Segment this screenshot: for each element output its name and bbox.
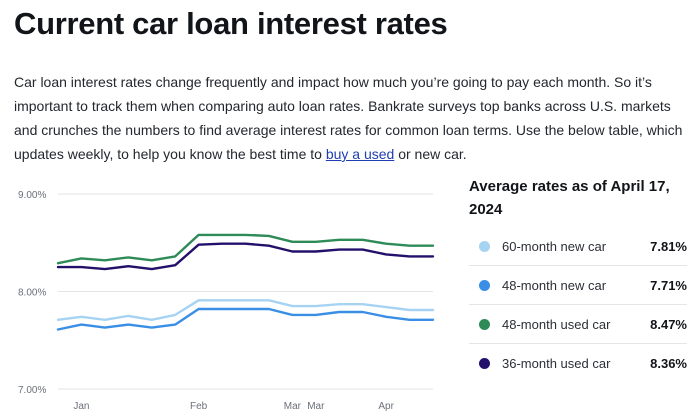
series-line-3 <box>56 233 435 265</box>
legend-list: 60-month new car 7.81% 48-month new car 7.7… <box>469 227 687 382</box>
legend-label: 48-month new car <box>502 277 607 293</box>
buy-used-link[interactable]: buy a used <box>325 146 395 162</box>
legend-title: Average rates as of April 17, 2024 <box>469 178 670 218</box>
legend-swatch-icon <box>479 357 490 369</box>
x-tick-label: Apr <box>378 401 394 412</box>
legend-value: 8.47% <box>650 316 687 332</box>
x-tick-label: Mar <box>307 401 325 412</box>
legend-value: 7.81% <box>650 238 687 254</box>
x-tick-label: Feb <box>190 401 208 412</box>
y-tick-label: 8.00% <box>18 288 46 299</box>
rates-line-chart: 7.00% 8.00% 9.00% Jan Feb Mar Mar Apr <box>0 170 440 420</box>
legend-label: 48-month used car <box>502 316 611 332</box>
series-line-4 <box>56 242 435 271</box>
legend-label: 60-month new car <box>502 238 607 254</box>
series-line-1 <box>56 299 435 322</box>
series-line-2 <box>56 307 435 331</box>
intro-text-end: or new car. <box>394 146 467 162</box>
page-title: Current car loan interest rates <box>14 6 448 41</box>
legend-swatch-icon <box>479 279 490 291</box>
series-lines <box>56 233 435 331</box>
y-tick-label: 7.00% <box>18 385 46 396</box>
y-axis: 7.00% 8.00% 9.00% <box>18 190 46 396</box>
x-axis: Jan Feb Mar Mar Apr <box>73 401 394 412</box>
legend-item: 60-month new car 7.81% <box>469 227 687 266</box>
x-tick-label: Mar <box>284 401 302 412</box>
rates-legend: Average rates as of April 17, 2024 60-mo… <box>469 175 687 382</box>
legend-item: 36-month used car 8.36% <box>469 344 687 382</box>
legend-item: 48-month new car 7.71% <box>469 266 687 305</box>
y-tick-label: 9.00% <box>18 190 46 201</box>
legend-item: 48-month used car 8.47% <box>469 305 687 344</box>
intro-text: Car loan interest rates change frequentl… <box>14 74 683 162</box>
legend-label: 36-month used car <box>502 355 611 371</box>
legend-value: 8.36% <box>650 355 687 371</box>
legend-value: 7.71% <box>650 277 687 293</box>
chart-grid <box>58 193 433 390</box>
chart-svg: 7.00% 8.00% 9.00% Jan Feb Mar Mar Apr <box>18 190 435 412</box>
x-tick-label: Jan <box>73 401 89 412</box>
legend-swatch-icon <box>479 240 490 252</box>
intro-paragraph: Car loan interest rates change frequentl… <box>14 70 686 166</box>
legend-swatch-icon <box>479 318 490 330</box>
